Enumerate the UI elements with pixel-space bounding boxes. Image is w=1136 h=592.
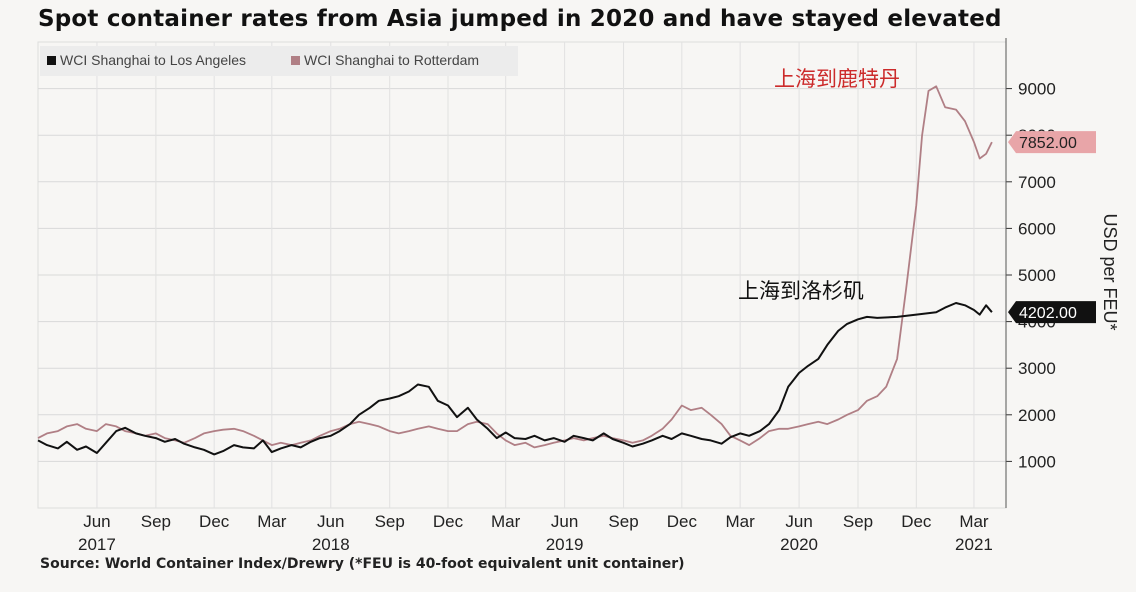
y-tick-label: 2000 <box>1018 406 1056 425</box>
annotation-rotterdam: 上海到鹿特丹 <box>774 67 900 91</box>
y-tick-label: 3000 <box>1018 359 1056 378</box>
y-tick-label: 7000 <box>1018 173 1056 192</box>
legend-label-los-angeles: WCI Shanghai to Los Angeles <box>60 52 246 68</box>
x-year-label: 2021 <box>955 535 993 554</box>
legend-swatch-rotterdam <box>291 56 300 65</box>
chart-title: Spot container rates from Asia jumped in… <box>38 6 1002 32</box>
x-tick-label: Dec <box>433 512 464 531</box>
x-tick-label: Sep <box>608 512 638 531</box>
y-tick-label: 5000 <box>1018 266 1056 285</box>
last-value-tag-rotterdam: 7852.00 <box>1019 135 1077 152</box>
x-tick-label: Dec <box>901 512 932 531</box>
x-tick-label: Sep <box>375 512 405 531</box>
x-axis-tick-labels: Jun 2017 Sep Dec Mar Jun 2018 Sep Dec Mar Jun 2019 S… <box>78 512 993 554</box>
x-tick-label: Dec <box>199 512 230 531</box>
x-tick-label: Dec <box>667 512 698 531</box>
legend-box <box>40 46 518 76</box>
grid-lines <box>37 38 1012 509</box>
series-line-rotterdam <box>37 85 993 449</box>
legend-label-rotterdam: WCI Shanghai to Rotterdam <box>304 52 479 68</box>
x-tick-label: Jun <box>785 512 812 531</box>
last-value-tag-los-angeles-box <box>1008 301 1096 324</box>
y-tick-label: 6000 <box>1018 219 1056 238</box>
x-year-label: 2018 <box>312 535 350 554</box>
y-axis-label: USD per FEU* <box>1100 213 1120 330</box>
x-year-label: 2017 <box>78 535 116 554</box>
x-tick-label: Jun <box>83 512 110 531</box>
series-lines <box>37 85 993 456</box>
x-tick-label: Jun <box>317 512 344 531</box>
x-tick-label: Sep <box>843 512 873 531</box>
x-year-label: 2020 <box>780 535 818 554</box>
x-tick-label: Sep <box>141 512 171 531</box>
legend: WCI Shanghai to Los Angeles WCI Shanghai … <box>40 46 518 76</box>
y-tick-label: 9000 <box>1018 80 1056 99</box>
last-value-tag-rotterdam-box <box>1008 131 1096 154</box>
series-line-los-angeles <box>37 302 993 456</box>
x-tick-label: Mar <box>491 512 521 531</box>
x-tick-label: Jun <box>551 512 578 531</box>
annotation-los-angeles: 上海到洛杉矶 <box>738 279 864 303</box>
x-tick-label: Mar <box>959 512 989 531</box>
source-note: Source: World Container Index/Drewry (*F… <box>40 556 685 572</box>
legend-swatch-los-angeles <box>47 56 56 65</box>
x-year-label: 2019 <box>546 535 584 554</box>
x-tick-label: Mar <box>257 512 287 531</box>
last-value-tag-los-angeles: 4202.00 <box>1019 305 1077 322</box>
x-tick-label: Mar <box>725 512 755 531</box>
y-tick-label: 1000 <box>1018 452 1056 471</box>
